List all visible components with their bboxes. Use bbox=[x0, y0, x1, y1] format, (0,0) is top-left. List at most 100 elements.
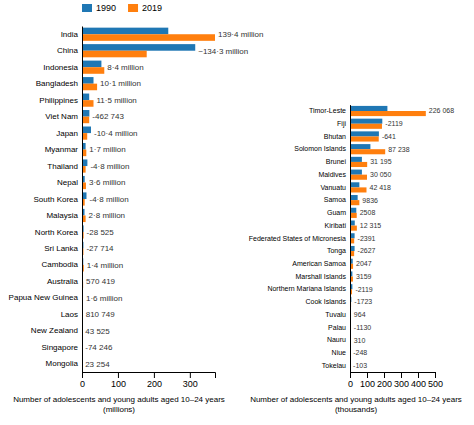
annotation: 11·5 million bbox=[97, 96, 137, 105]
legend-swatch bbox=[128, 4, 138, 12]
x-tick-mark bbox=[418, 372, 419, 378]
x-tick-mark bbox=[367, 372, 368, 378]
y-tick-label: North Korea bbox=[35, 228, 79, 237]
y-tick-label: Tuvalu bbox=[325, 311, 346, 318]
x-tick: 200 bbox=[147, 372, 162, 389]
x-tick: 300 bbox=[183, 372, 198, 389]
annotation: -27 714 bbox=[86, 244, 114, 253]
y-axis: Timor-LesteFijiBhutanSolomon IslandsBrun… bbox=[249, 105, 351, 372]
y-tick-label: Samoa bbox=[324, 196, 346, 203]
y-tick: Papua New Guinea bbox=[9, 293, 82, 302]
y-axis-line bbox=[82, 27, 83, 373]
y-tick: Tonga bbox=[327, 247, 350, 255]
bar bbox=[82, 94, 89, 101]
annotation: ~134·3 million bbox=[198, 47, 248, 56]
y-tick: Thailand bbox=[47, 162, 82, 171]
y-tick: Niue bbox=[332, 349, 350, 356]
y-tick: Marshall Islands bbox=[295, 273, 350, 280]
bar bbox=[350, 136, 379, 141]
y-tick-label: Fiji bbox=[337, 120, 346, 128]
bar bbox=[82, 51, 147, 58]
annotation: 3159 bbox=[356, 273, 372, 280]
y-tick-label: Nauru bbox=[327, 336, 346, 343]
annotation: 8·4 million bbox=[107, 63, 143, 72]
annotation: -74 246 bbox=[85, 343, 113, 352]
annotation: 3·6 million bbox=[89, 178, 125, 187]
annotation: -2119 bbox=[355, 286, 372, 293]
bar bbox=[350, 175, 367, 180]
annotation: -28 525 bbox=[87, 228, 115, 237]
y-tick: North Korea bbox=[35, 228, 82, 237]
x-axis: 0100200300 bbox=[80, 372, 216, 389]
y-tick-label: Philippines bbox=[39, 96, 78, 105]
bar bbox=[350, 195, 358, 200]
y-tick: New Zealand bbox=[31, 326, 82, 335]
annotation: 31 195 bbox=[370, 158, 392, 165]
x-tick-label: 500 bbox=[428, 379, 443, 389]
annotation: -4·8 million bbox=[89, 195, 128, 204]
bar bbox=[82, 127, 91, 134]
y-tick: China bbox=[57, 46, 82, 55]
y-tick-label: Nepal bbox=[57, 178, 78, 187]
y-tick-label: South Korea bbox=[34, 195, 79, 204]
bar bbox=[350, 182, 359, 187]
y-tick: Singapore bbox=[42, 343, 82, 352]
y-tick-label: Bangladesh bbox=[36, 79, 78, 88]
y-tick-label: Northern Mariana Islands bbox=[267, 285, 346, 292]
y-tick-label: Mongolia bbox=[46, 359, 79, 368]
y-tick-label: Myanmar bbox=[45, 145, 79, 154]
y-tick: India bbox=[61, 30, 82, 39]
bar bbox=[82, 44, 195, 51]
y-tick-label: Malaysia bbox=[46, 211, 78, 220]
annotation: -462 743 bbox=[92, 112, 124, 121]
y-tick-label: Solomon Islands bbox=[294, 145, 346, 152]
y-tick: Tuvalu bbox=[325, 311, 350, 318]
bar bbox=[350, 106, 387, 111]
x-tick-label: 0 bbox=[80, 379, 85, 389]
x-axis-title: Number of adolescents and young adults a… bbox=[13, 395, 225, 414]
x-tick: 0 bbox=[80, 372, 85, 389]
y-tick: American Samoa bbox=[292, 260, 350, 267]
annotation: -2119 bbox=[385, 120, 402, 127]
bar bbox=[350, 157, 362, 162]
bar bbox=[350, 144, 370, 149]
x-tick-label: 200 bbox=[377, 379, 392, 389]
bar bbox=[82, 100, 94, 107]
y-tick-label: Niue bbox=[332, 349, 347, 356]
y-tick: Malaysia bbox=[46, 211, 82, 220]
x-tick: 200 bbox=[377, 372, 392, 389]
annotation: 2508 bbox=[360, 209, 376, 216]
y-tick-label: China bbox=[57, 46, 78, 55]
bar bbox=[350, 119, 382, 124]
y-tick-label: Japan bbox=[56, 129, 78, 138]
x-tick-mark bbox=[154, 372, 155, 378]
y-tick: Laos bbox=[61, 310, 82, 319]
y-tick: Palau bbox=[328, 324, 350, 331]
y-tick-label: Cook Islands bbox=[306, 298, 347, 305]
x-tick: 0 bbox=[348, 372, 353, 389]
y-tick-label: Laos bbox=[61, 310, 78, 319]
y-axis-line bbox=[350, 105, 351, 372]
y-tick-label: Marshall Islands bbox=[295, 273, 346, 280]
annotation: 810 749 bbox=[86, 310, 115, 319]
y-tick: Guam bbox=[327, 209, 350, 216]
x-tick-label: 100 bbox=[360, 379, 375, 389]
y-tick-label: Tokelau bbox=[322, 362, 346, 369]
annotation: -2391 bbox=[358, 235, 376, 242]
y-tick: Maldives bbox=[318, 171, 350, 178]
annotation: -4·8 million bbox=[90, 162, 129, 171]
bars bbox=[350, 106, 426, 371]
y-tick-label: Maldives bbox=[318, 171, 346, 178]
bar bbox=[350, 162, 367, 167]
y-tick: Vanuatu bbox=[320, 184, 350, 191]
annotation: 43 525 bbox=[85, 327, 110, 336]
chart: 0100200300IndiaChinaIndonesiaBangladeshP… bbox=[0, 0, 474, 425]
annotation: 42 418 bbox=[369, 184, 391, 191]
bar bbox=[350, 149, 385, 154]
x-tick: 300 bbox=[394, 372, 409, 389]
y-tick-label: Singapore bbox=[42, 343, 79, 352]
bar bbox=[82, 84, 97, 91]
y-tick-label: Federated States of Micronesia bbox=[249, 235, 346, 242]
annotation: 964 bbox=[354, 311, 366, 318]
y-tick: Philippines bbox=[39, 96, 82, 105]
